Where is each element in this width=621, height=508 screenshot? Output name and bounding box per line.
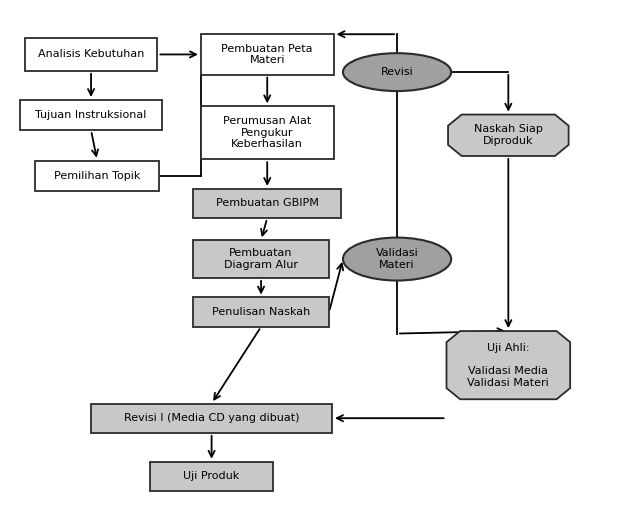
FancyBboxPatch shape bbox=[150, 462, 273, 491]
Polygon shape bbox=[448, 115, 569, 156]
FancyBboxPatch shape bbox=[193, 240, 329, 278]
Text: Perumusan Alat
Pengukur
Keberhasilan: Perumusan Alat Pengukur Keberhasilan bbox=[223, 116, 311, 149]
FancyBboxPatch shape bbox=[35, 161, 159, 191]
FancyBboxPatch shape bbox=[25, 38, 158, 71]
FancyBboxPatch shape bbox=[91, 403, 332, 433]
Text: Pembuatan GBIPM: Pembuatan GBIPM bbox=[215, 199, 319, 208]
FancyBboxPatch shape bbox=[193, 298, 329, 327]
Text: Analisis Kebutuhan: Analisis Kebutuhan bbox=[38, 49, 144, 59]
Text: Pembuatan
Diagram Alur: Pembuatan Diagram Alur bbox=[224, 248, 298, 270]
FancyBboxPatch shape bbox=[201, 34, 333, 75]
Ellipse shape bbox=[343, 238, 451, 280]
Text: Penulisan Naskah: Penulisan Naskah bbox=[212, 307, 310, 317]
Ellipse shape bbox=[343, 53, 451, 91]
Polygon shape bbox=[446, 331, 570, 399]
Text: Uji Produk: Uji Produk bbox=[183, 471, 240, 481]
Text: Revisi: Revisi bbox=[381, 67, 414, 77]
Text: Tujuan Instruksional: Tujuan Instruksional bbox=[35, 110, 147, 120]
Text: Naskah Siap
Diproduk: Naskah Siap Diproduk bbox=[474, 124, 543, 146]
Text: Uji Ahli:

Validasi Media
Validasi Materi: Uji Ahli: Validasi Media Validasi Materi bbox=[468, 343, 549, 388]
FancyBboxPatch shape bbox=[193, 189, 342, 218]
Text: Revisi I (Media CD yang dibuat): Revisi I (Media CD yang dibuat) bbox=[124, 413, 299, 423]
FancyBboxPatch shape bbox=[20, 100, 162, 130]
Text: Pemilihan Topik: Pemilihan Topik bbox=[54, 171, 140, 181]
FancyBboxPatch shape bbox=[201, 106, 333, 160]
Text: Pembuatan Peta
Materi: Pembuatan Peta Materi bbox=[222, 44, 313, 65]
Text: Validasi
Materi: Validasi Materi bbox=[376, 248, 419, 270]
